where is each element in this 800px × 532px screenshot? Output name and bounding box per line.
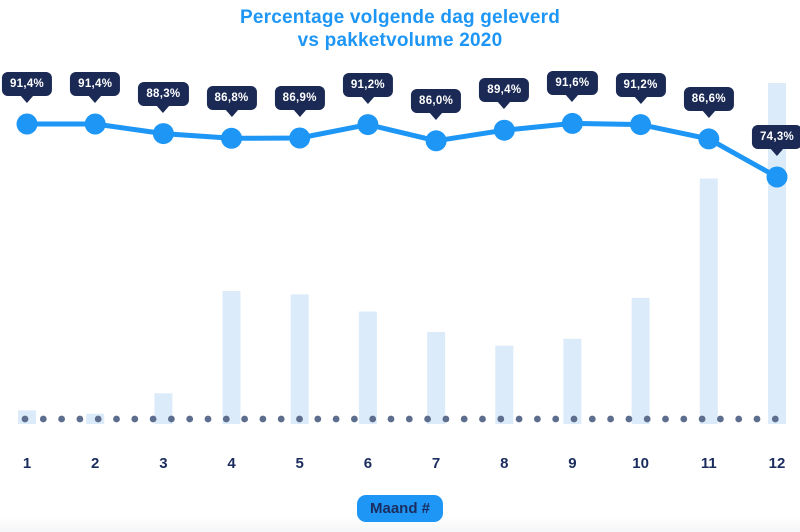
baseline-dot <box>405 415 413 423</box>
value-tooltip: 89,4% <box>479 78 530 103</box>
baseline-dot <box>460 415 468 423</box>
baseline-dot <box>497 415 505 423</box>
baseline-dot <box>771 415 779 423</box>
data-point-marker <box>561 112 583 134</box>
volume-bar <box>222 291 241 424</box>
baseline-dot <box>296 415 303 423</box>
data-point-marker <box>357 114 379 136</box>
volume-bar <box>563 338 582 425</box>
baseline-dot <box>662 415 669 423</box>
baseline-dot <box>552 415 560 423</box>
baseline-dot <box>735 415 743 423</box>
baseline-dot <box>58 415 65 423</box>
percentage-line <box>24 120 780 180</box>
baseline-dot <box>222 415 230 423</box>
x-axis-label: 2 <box>91 455 100 472</box>
value-tooltip: 74,3% <box>751 125 800 149</box>
value-tooltip: 86,6% <box>683 86 734 111</box>
value-tooltip: 86,8% <box>206 86 257 111</box>
data-point-marker <box>16 113 38 135</box>
x-axis-label: 7 <box>431 455 441 472</box>
data-point-marker <box>84 113 106 135</box>
baseline-dot <box>39 415 47 423</box>
value-tooltip: 88,3% <box>138 81 189 106</box>
value-tooltip: 91,4% <box>70 72 121 96</box>
data-point-marker <box>221 127 242 149</box>
x-axis-label: 9 <box>568 455 577 472</box>
value-tooltip: 91,4% <box>1 72 53 96</box>
x-axis-label: 5 <box>295 455 304 472</box>
baseline-dot <box>168 415 175 423</box>
x-axis-label: 8 <box>500 455 509 472</box>
volume-bar <box>154 393 173 424</box>
baseline-dot <box>113 415 120 423</box>
value-tooltip: 86,0% <box>411 88 462 113</box>
baseline-dot <box>204 415 212 423</box>
baseline-dot <box>94 415 102 423</box>
x-axis-title-badge: Maand # <box>356 495 444 522</box>
baseline-dot <box>625 415 633 423</box>
data-point-marker <box>493 119 515 141</box>
volume-bar <box>699 178 718 424</box>
x-axis-label: 11 <box>700 455 717 472</box>
value-tooltip: 91,2% <box>615 72 666 97</box>
chart-title-line1: Percentage volgende dag geleverd <box>239 7 560 28</box>
baseline-dot <box>680 415 688 423</box>
baseline-dot <box>753 415 761 423</box>
value-tooltip: 91,2% <box>342 72 393 97</box>
x-axis-label: 3 <box>159 455 168 472</box>
baseline-dot <box>351 415 358 423</box>
x-axis-label: 12 <box>768 455 786 472</box>
baseline-dot <box>607 415 614 423</box>
baseline-dot <box>149 415 157 423</box>
baseline-dot <box>515 415 523 423</box>
baseline-dot <box>21 415 29 423</box>
baseline-dot <box>186 415 194 423</box>
baseline-dot <box>534 415 541 423</box>
data-point-marker <box>766 166 788 188</box>
volume-bar <box>358 311 377 424</box>
baseline-dot <box>332 415 340 423</box>
x-axis-label: 6 <box>363 455 373 472</box>
volume-bar <box>495 345 514 424</box>
data-point-marker <box>152 123 174 145</box>
baseline-dot <box>369 415 377 423</box>
data-point-marker <box>630 114 652 136</box>
baseline-dot <box>588 415 596 423</box>
volume-bar <box>290 294 309 424</box>
baseline-dot <box>387 415 395 423</box>
baseline-dot <box>570 415 578 423</box>
volume-bar <box>631 297 650 424</box>
x-axis-label: 1 <box>22 455 32 472</box>
baseline-dot <box>259 415 267 423</box>
data-point-marker <box>425 130 447 152</box>
baseline-dot <box>314 415 322 423</box>
data-point-marker <box>698 128 720 150</box>
baseline-dot <box>479 415 486 423</box>
baseline-dot <box>241 415 249 423</box>
baseline-dot <box>424 415 431 423</box>
baseline-dot <box>698 415 706 423</box>
baseline-dot <box>277 415 285 423</box>
chart-title: Percentage volgende dag geleverd vs pakk… <box>0 6 800 52</box>
volume-bar <box>427 331 446 424</box>
data-point-marker <box>289 127 311 149</box>
baseline-dot <box>442 415 450 423</box>
chart-title-line2: vs pakketvolume 2020 <box>297 30 503 51</box>
baseline-dot <box>76 415 84 423</box>
x-axis-label: 10 <box>632 455 649 472</box>
value-tooltip: 86,9% <box>274 86 325 110</box>
value-tooltip: 91,6% <box>547 71 598 96</box>
x-axis-label: 4 <box>227 455 236 472</box>
baseline-dot <box>643 415 651 423</box>
baseline-dot <box>131 415 139 423</box>
baseline-dot <box>717 415 724 423</box>
